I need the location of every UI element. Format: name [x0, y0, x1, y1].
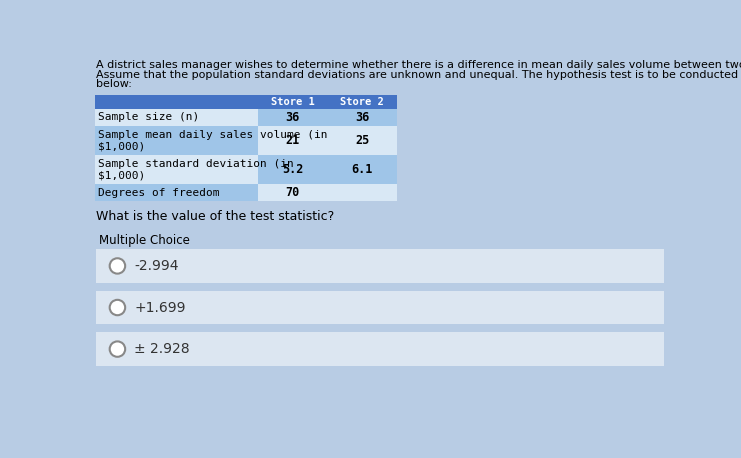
Text: ± 2.928: ± 2.928 — [134, 342, 190, 356]
Bar — [95, 126, 258, 155]
Circle shape — [110, 258, 125, 273]
Bar — [96, 290, 664, 324]
Bar — [258, 109, 328, 126]
Text: Assume that the population standard deviations are unknown and unequal. The hypo: Assume that the population standard devi… — [96, 70, 741, 80]
Text: Store 1: Store 1 — [270, 97, 314, 107]
Bar — [95, 155, 258, 184]
Bar — [95, 184, 258, 201]
Text: 70: 70 — [285, 186, 299, 199]
Text: 6.1: 6.1 — [352, 163, 373, 176]
Text: +1.699: +1.699 — [134, 300, 186, 315]
Bar — [328, 184, 397, 201]
Text: 21: 21 — [285, 134, 299, 147]
Bar — [328, 109, 397, 126]
Text: 5.2: 5.2 — [282, 163, 303, 176]
Bar — [258, 184, 328, 201]
Text: 36: 36 — [285, 111, 299, 124]
Bar — [258, 126, 328, 155]
Text: Sample mean daily sales volume (in
$1,000): Sample mean daily sales volume (in $1,00… — [98, 130, 328, 151]
Bar — [328, 126, 397, 155]
Circle shape — [110, 300, 125, 315]
Bar — [328, 155, 397, 184]
Text: Degrees of freedom: Degrees of freedom — [98, 188, 219, 198]
Text: below:: below: — [96, 79, 132, 89]
Text: 36: 36 — [355, 111, 370, 124]
Text: Sample size (n): Sample size (n) — [98, 112, 199, 122]
Text: -2.994: -2.994 — [134, 259, 179, 273]
Text: Store 2: Store 2 — [340, 97, 384, 107]
Text: What is the value of the test statistic?: What is the value of the test statistic? — [96, 211, 334, 224]
Bar — [96, 332, 664, 366]
Bar — [96, 249, 664, 283]
Bar — [93, 228, 667, 408]
Text: Sample standard deviation (in
$1,000): Sample standard deviation (in $1,000) — [98, 159, 293, 180]
Bar — [258, 155, 328, 184]
Text: 25: 25 — [355, 134, 370, 147]
Bar — [95, 109, 258, 126]
Text: Multiple Choice: Multiple Choice — [99, 234, 190, 246]
Text: A district sales manager wishes to determine whether there is a difference in me: A district sales manager wishes to deter… — [96, 60, 741, 71]
Bar — [95, 95, 397, 109]
Circle shape — [110, 341, 125, 357]
